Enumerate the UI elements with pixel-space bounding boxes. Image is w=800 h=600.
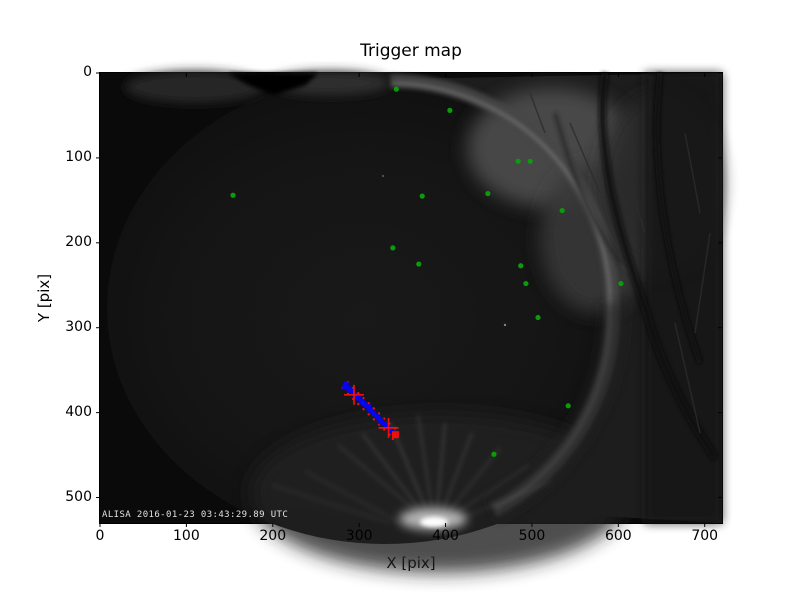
triggers-marker <box>447 107 453 113</box>
triggers-marker <box>523 280 529 287</box>
track-marker <box>363 403 369 409</box>
allsky-camera-image <box>100 71 722 573</box>
track-marker <box>378 419 384 425</box>
x-tick-label: 500 <box>518 528 546 544</box>
x-tick-label: 700 <box>691 528 719 544</box>
track-residuals-marker <box>372 407 376 410</box>
track-residuals-marker <box>357 391 360 395</box>
tree-branch <box>598 72 718 460</box>
bottom-bright-core <box>420 517 448 527</box>
fit-crosses-marker <box>343 384 364 405</box>
timestamp-overlay: ALISA 2016-01-23 03:43:29.89 UTC <box>102 510 289 520</box>
y-tick-label: 400 <box>65 403 92 420</box>
track-residuals-marker <box>383 428 386 431</box>
x-tick-label: 0 <box>95 528 105 544</box>
track-marker <box>367 404 372 409</box>
track-marker <box>348 388 353 393</box>
triggers-marker <box>565 403 571 409</box>
track-marker <box>342 384 347 390</box>
y-tick-label: 500 <box>65 488 92 505</box>
triggers-marker <box>515 158 521 164</box>
track-residuals-marker <box>357 402 360 406</box>
triggers-marker <box>230 192 236 198</box>
x-tick-label: 100 <box>173 528 200 544</box>
tree-branch <box>654 72 703 364</box>
plot-title: Trigger map <box>360 41 462 61</box>
triggers-marker <box>393 86 399 92</box>
track-residuals-marker <box>362 408 365 411</box>
triggers-marker <box>535 314 541 321</box>
track-end-marker <box>391 431 399 439</box>
plot-overlay <box>96 72 722 527</box>
y-tick-label: 0 <box>83 64 92 80</box>
faint-star <box>503 323 507 327</box>
x-tick-label: 300 <box>345 528 373 544</box>
fit-crosses-marker <box>378 417 399 438</box>
x-tick-label: 400 <box>432 528 459 544</box>
track-marker <box>356 395 361 401</box>
faint-star <box>382 175 384 177</box>
y-tick-label: 300 <box>65 318 92 335</box>
triggers-marker <box>527 158 533 164</box>
x-tick-label: 200 <box>259 528 287 544</box>
y-axis-label: Y [pix] <box>35 273 53 323</box>
triggers-marker <box>485 190 491 197</box>
triggers-marker <box>419 193 425 199</box>
topleft-haze <box>125 71 265 103</box>
triggers-marker <box>416 261 422 267</box>
y-tick-label: 200 <box>65 233 92 250</box>
track-marker <box>343 381 349 387</box>
triggers-marker <box>559 207 565 214</box>
triggers-marker <box>618 280 624 287</box>
track-residuals-marker <box>391 437 395 441</box>
light-pollution-glow <box>250 413 630 573</box>
triggers-marker <box>491 451 497 457</box>
plot-area: ALISA 2016-01-23 03:43:29.89 UTC <box>96 71 723 573</box>
track-residuals-marker <box>372 418 376 421</box>
x-tick-label: 600 <box>604 528 632 544</box>
track-residuals-marker <box>367 413 370 416</box>
lower-rim-shadow <box>485 302 628 522</box>
track-marker <box>371 411 377 416</box>
topleft-notch <box>228 73 318 95</box>
y-tick-label: 100 <box>65 148 92 165</box>
branch-streaks <box>529 92 711 434</box>
bottom-light-streaks <box>271 414 553 524</box>
triggers-marker <box>518 263 524 269</box>
triggers-marker <box>390 245 396 251</box>
tree-branch <box>553 112 622 264</box>
